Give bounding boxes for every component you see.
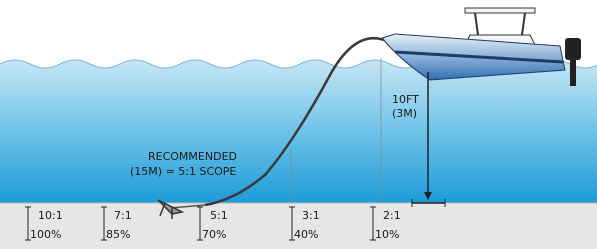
scope-holding: 85% xyxy=(106,228,130,241)
scope-ratio: 2:1 xyxy=(383,209,401,222)
page: 10FT (3M) RECOMMENDED (15M) = 5:1 SCOPE … xyxy=(0,0,597,249)
scope-ratio: 3:1 xyxy=(302,209,320,222)
scope-ratio: 7:1 xyxy=(114,209,132,222)
anchor-scope-diagram: 10FT (3M) RECOMMENDED (15M) = 5:1 SCOPE … xyxy=(0,0,597,249)
scope-ratio: 10:1 xyxy=(38,209,63,222)
depth-label: 10FT xyxy=(392,93,419,106)
recommendation: RECOMMENDED xyxy=(148,150,237,163)
scope-holding: 100% xyxy=(30,228,61,241)
scope-holding: 10% xyxy=(375,228,399,241)
depth-label: (3M) xyxy=(392,107,417,120)
scope-holding: 70% xyxy=(202,228,226,241)
recommendation: (15M) = 5:1 SCOPE xyxy=(130,165,236,178)
scope-ratio: 5:1 xyxy=(210,209,228,222)
scope-holding: 40% xyxy=(294,228,318,241)
seabed xyxy=(0,203,597,249)
water xyxy=(0,60,597,203)
